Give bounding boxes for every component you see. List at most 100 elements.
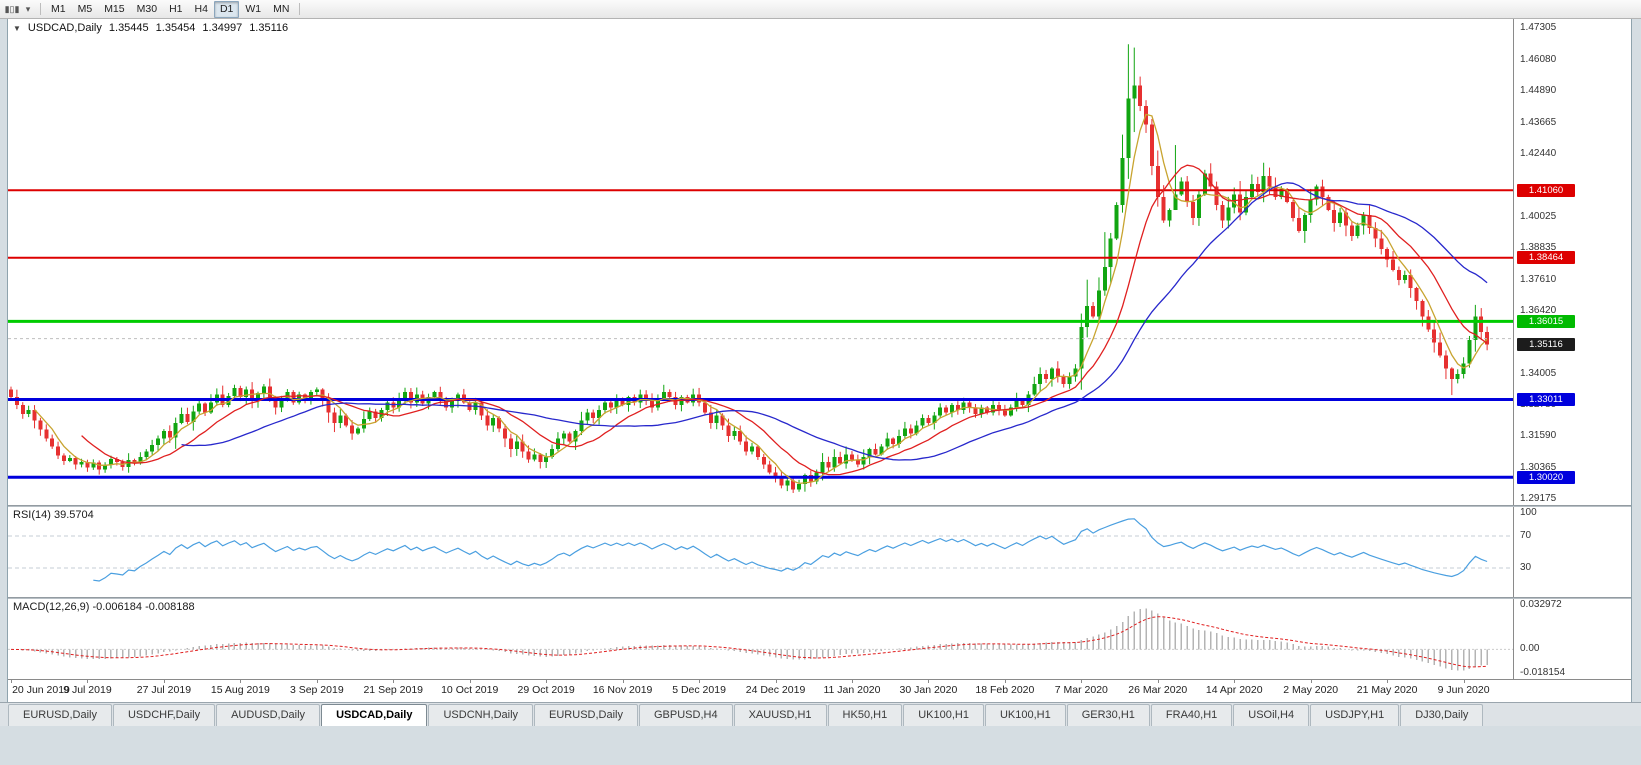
date-label: 16 Nov 2019 [592, 684, 653, 696]
date-tick [240, 680, 242, 683]
panel-splitter[interactable] [8, 505, 1631, 507]
rsi-axis[interactable]: 100 70 30 [1513, 507, 1631, 597]
timeframe-button-M30[interactable]: M30 [136, 3, 158, 15]
date-tick [775, 680, 777, 683]
timeframe-buttons: M1 M5 M15 M30 H1 H4 D1 W1 MN [45, 0, 295, 18]
date-tick [851, 680, 853, 683]
date-label: 21 Sep 2019 [363, 684, 424, 696]
price-tick-label: 1.43665 [1520, 116, 1557, 128]
timeframe-button-MN[interactable]: MN [273, 3, 290, 15]
date-tick [469, 680, 471, 683]
chart-tab-EURUSD-Daily[interactable]: EURUSD,Daily [8, 704, 112, 726]
chart-window: ▼ USDCAD,Daily 1.35445 1.35454 1.34997 1… [7, 18, 1632, 702]
symbol-label: USDCAD,Daily [27, 22, 102, 34]
timeframe-toolbar: ▮▯▮ ▾ M1 M5 M15 M30 H1 H4 D1 W1 MN [0, 0, 1641, 19]
date-tick [1234, 680, 1236, 683]
date-tick [1157, 680, 1159, 683]
chart-tab-UK100-H1[interactable]: UK100,H1 [903, 704, 984, 726]
price-tick-label: 1.46080 [1520, 53, 1557, 65]
chart-tab-GER30-H1[interactable]: GER30,H1 [1066, 704, 1150, 726]
timeframe-button-M15[interactable]: M15 [104, 3, 125, 15]
macd-tick-label: 0.00 [1520, 643, 1540, 655]
chart-tab-USOil-H4[interactable]: USOil,H4 [1233, 704, 1310, 726]
date-tick [622, 680, 624, 683]
timeframe-button-W1[interactable]: W1 [245, 3, 262, 15]
date-label: 21 May 2020 [1356, 684, 1418, 696]
chart-tab-XAUUSD-H1[interactable]: XAUUSD,H1 [733, 704, 827, 726]
price-badge: 1.41060 [1517, 183, 1575, 197]
symbol-dropdown-icon[interactable]: ▼ [13, 23, 21, 33]
price-tick-label: 1.31590 [1520, 430, 1557, 442]
date-label: 10 Oct 2019 [441, 684, 499, 696]
date-tick [393, 680, 395, 683]
macd-tick-label: -0.018154 [1520, 667, 1566, 678]
date-label: 26 Mar 2020 [1128, 684, 1188, 696]
chart-tabbar: EURUSD,Daily USDCHF,Daily AUDUSD,Daily USDC… [0, 702, 1641, 726]
price-badge: 1.35116 [1517, 338, 1575, 352]
price-tick-label: 1.42440 [1520, 148, 1557, 160]
date-tick [1004, 680, 1006, 683]
chart-tab-AUDUSD-Daily[interactable]: AUDUSD,Daily [216, 704, 321, 726]
chart-tab-USDJPY-H1[interactable]: USDJPY,H1 [1310, 704, 1400, 726]
price-badge: 1.33011 [1517, 392, 1575, 406]
timeframe-button-M5[interactable]: M5 [77, 3, 93, 15]
date-tick [928, 680, 930, 683]
date-label: 7 Mar 2020 [1054, 684, 1108, 696]
macd-canvas[interactable] [8, 599, 1514, 679]
chart-tab-USDCHF-Daily[interactable]: USDCHF,Daily [112, 704, 216, 726]
price-badge: 1.30020 [1517, 470, 1575, 484]
price-badge: 1.36015 [1517, 314, 1575, 328]
macd-label: MACD(12,26,9) -0.006184 -0.008188 [13, 601, 195, 613]
date-tick [699, 680, 701, 683]
chart-tab-HK50-H1[interactable]: HK50,H1 [827, 704, 903, 726]
macd-axis[interactable]: 0.032972 0.00 -0.018154 [1513, 599, 1631, 679]
chart-tab-UK100-H1[interactable]: UK100,H1 [984, 704, 1066, 726]
date-tick [1310, 680, 1312, 683]
date-tick [11, 680, 12, 683]
date-label: 20 Jun 2019 [12, 684, 70, 696]
chart-tab-USDCNH-Daily[interactable]: USDCNH,Daily [428, 704, 534, 726]
timeframe-button-H1[interactable]: H1 [169, 3, 183, 15]
timeframe-button-D1[interactable]: D1 [213, 0, 240, 18]
chart-tab-DJ30-Daily[interactable]: DJ30,Daily [1400, 704, 1484, 726]
rsi-label: RSI(14) 39.5704 [13, 509, 94, 521]
date-label: 24 Dec 2019 [745, 684, 806, 696]
chart-tab-EURUSD-Daily[interactable]: EURUSD,Daily [534, 704, 638, 726]
date-tick [316, 680, 318, 683]
date-tick [1387, 680, 1389, 683]
timeframe-button-M1[interactable]: M1 [51, 3, 66, 15]
charts-icon[interactable]: ▮▯▮ [4, 3, 20, 14]
rsi-canvas[interactable] [8, 507, 1514, 597]
chart-tab-GBPUSD-H4[interactable]: GBPUSD,H4 [639, 704, 733, 726]
date-label: 9 Jun 2020 [1437, 684, 1490, 696]
date-tick [87, 680, 89, 683]
timeframe-button-H4[interactable]: H4 [194, 3, 208, 15]
chart-tab-USDCAD-Daily[interactable]: USDCAD,Daily [321, 704, 428, 726]
time-axis[interactable]: 20 Jun 2019 9 Jul 2019 27 Jul 2019 15 Aug 2… [8, 679, 1631, 702]
chevron-down-icon[interactable]: ▾ [25, 3, 31, 14]
date-tick [1463, 680, 1465, 683]
toolbar-separator [299, 3, 301, 15]
date-tick [1081, 680, 1083, 683]
price-tick-label: 1.40025 [1520, 211, 1557, 223]
date-label: 5 Dec 2019 [672, 684, 726, 696]
chart-tab-FRA40-H1[interactable]: FRA40,H1 [1150, 704, 1233, 726]
price-chart-canvas[interactable] [8, 19, 1514, 505]
price-tick-label: 1.29175 [1520, 493, 1557, 505]
price-tick-label: 1.38835 [1520, 242, 1557, 254]
rsi-tick-label: 100 [1520, 507, 1537, 518]
price-panel[interactable]: ▼ USDCAD,Daily 1.35445 1.35454 1.34997 1… [8, 19, 1631, 505]
date-label: 3 Sep 2019 [289, 684, 344, 696]
date-label: 29 Oct 2019 [517, 684, 575, 696]
macd-panel[interactable]: MACD(12,26,9) -0.006184 -0.008188 0.0329… [8, 599, 1631, 679]
ohlc-close: 1.35116 [249, 22, 289, 34]
ohlc-low: 1.34997 [202, 22, 243, 34]
price-axis[interactable]: 1.47305 1.46080 1.44890 1.43665 1.42440 1.400… [1513, 19, 1631, 505]
panel-splitter[interactable] [8, 597, 1631, 599]
date-label: 2 May 2020 [1283, 684, 1339, 696]
date-tick [546, 680, 548, 683]
date-label: 11 Jan 2020 [823, 684, 881, 696]
rsi-panel[interactable]: RSI(14) 39.5704 100 70 30 [8, 507, 1631, 597]
price-tick-label: 1.30365 [1520, 462, 1557, 474]
